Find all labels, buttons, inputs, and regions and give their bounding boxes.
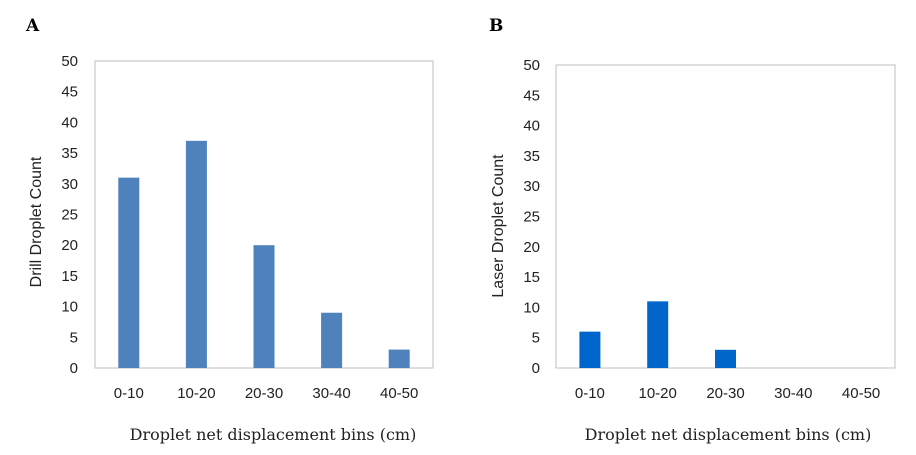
bar-20-30 — [253, 245, 275, 368]
x-tick-label: 0-10 — [575, 385, 605, 402]
y-tick-label: 15 — [61, 268, 78, 285]
y-tick-label: 20 — [61, 237, 78, 254]
x-tick-label: 30-40 — [312, 385, 350, 402]
y-tick-label: 45 — [61, 84, 78, 101]
y-tick-label: 5 — [70, 329, 78, 346]
y-tick-label: 0 — [70, 360, 78, 377]
y-tick-label: 10 — [61, 299, 78, 316]
x-tick-label: 20-30 — [245, 385, 283, 402]
x-tick-label: 0-10 — [114, 385, 144, 402]
y-tick-label: 30 — [61, 176, 78, 193]
x-axis-label: Droplet net displacement bins (cm) — [585, 425, 872, 444]
x-tick-label: 10-20 — [639, 385, 677, 402]
chart-panel-b: B 0 5 10 15 20 25 30 35 40 45 50 0-10 10-20 20-30 30-… — [489, 16, 896, 444]
y-axis-label: Drill Droplet Count — [28, 156, 45, 287]
bar-20-30 — [715, 349, 736, 368]
bar-30-40 — [321, 312, 343, 368]
bars — [579, 301, 736, 368]
y-tick-label: 10 — [523, 299, 540, 316]
y-tick-label: 5 — [532, 330, 540, 347]
y-tick-label: 25 — [61, 207, 78, 224]
bar-10-20 — [647, 301, 669, 368]
bar-0-10 — [118, 177, 140, 368]
y-tick-label: 50 — [61, 53, 78, 70]
y-axis-label: Laser Droplet Count — [490, 154, 507, 298]
y-axis-ticks: 0 5 10 15 20 25 30 35 40 45 50 — [61, 53, 78, 377]
x-axis-ticks: 0-10 10-20 20-30 30-40 40-50 — [114, 385, 419, 402]
x-tick-label: 30-40 — [774, 385, 812, 402]
panel-label: B — [489, 16, 503, 36]
chart-panel-a: A 0 5 10 15 20 25 30 35 40 45 50 0-10 10-20 20-30 30-… — [25, 16, 434, 444]
y-tick-label: 25 — [523, 209, 540, 226]
y-tick-label: 30 — [523, 178, 540, 195]
y-tick-label: 40 — [61, 114, 78, 131]
y-tick-label: 35 — [523, 148, 540, 165]
bar-40-50 — [388, 349, 410, 368]
x-axis-ticks: 0-10 10-20 20-30 30-40 40-50 — [575, 385, 880, 402]
y-tick-label: 40 — [523, 118, 540, 135]
x-tick-label: 10-20 — [177, 385, 215, 402]
x-tick-label: 40-50 — [380, 385, 418, 402]
x-axis-label: Droplet net displacement bins (cm) — [130, 425, 417, 444]
y-tick-label: 45 — [523, 87, 540, 104]
y-tick-label: 35 — [61, 145, 78, 162]
panel-label: A — [25, 16, 40, 36]
y-tick-label: 20 — [523, 239, 540, 256]
bar-10-20 — [185, 140, 207, 368]
x-tick-label: 40-50 — [842, 385, 880, 402]
y-tick-label: 15 — [523, 269, 540, 286]
x-tick-label: 20-30 — [706, 385, 744, 402]
bar-0-10 — [579, 331, 601, 368]
y-tick-label: 50 — [523, 57, 540, 74]
y-tick-label: 0 — [532, 360, 540, 377]
y-axis-ticks: 0 5 10 15 20 25 30 35 40 45 50 — [523, 57, 540, 377]
plot-area — [555, 64, 896, 369]
bars — [118, 140, 410, 368]
